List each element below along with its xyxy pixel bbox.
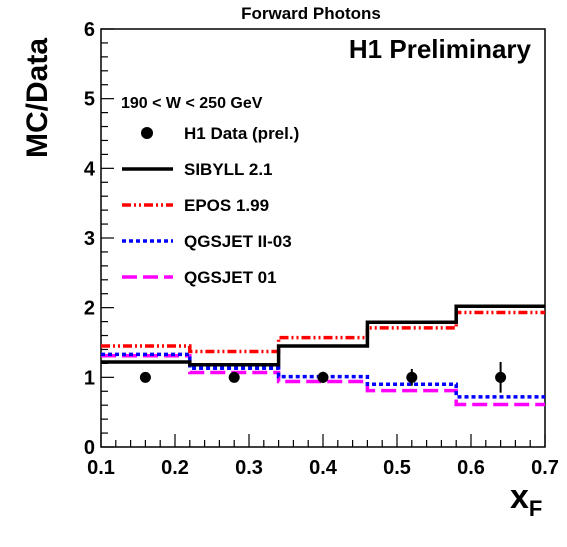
series-layer: [101, 304, 545, 407]
legend-label: EPOS 1.99: [184, 196, 269, 215]
series-sibyll-2-1-line: [101, 304, 545, 367]
y-tick-label: 0: [84, 437, 95, 459]
x-tick-label: 0.6: [457, 457, 485, 479]
x-axis-label-main: x: [510, 478, 529, 516]
y-tick-label: 3: [84, 228, 95, 250]
y-tick-label: 5: [84, 89, 95, 111]
kinematic-label: 190 < W < 250 GeV: [121, 95, 263, 112]
chart-title: Forward Photons: [241, 4, 381, 23]
data-point: [495, 371, 507, 383]
data-point: [317, 371, 329, 383]
plot-frame: [100, 28, 546, 448]
legend-label: QGSJET 01: [184, 268, 277, 287]
x-tick-label: 0.1: [87, 457, 115, 479]
data-point: [139, 371, 151, 383]
axis-ticks: 0.1 0.2 0.3 0.4 0.5 0.6 0.7 0 1 2 3 4 5 6: [84, 19, 559, 479]
legend-label: SIBYLL 2.1: [184, 160, 273, 179]
x-axis-label: xF: [510, 478, 542, 521]
legend: H1 Data (prel.) SIBYLL 2.1 EPOS 1.99 QGSJET…: [122, 124, 299, 287]
x-tick-label: 0.2: [161, 457, 189, 479]
legend-data-marker: [141, 127, 153, 139]
x-tick-label: 0.4: [309, 457, 338, 479]
legend-label: QGSJET II-03: [184, 232, 292, 251]
y-tick-label: 2: [84, 298, 95, 320]
x-tick-label: 0.5: [383, 457, 411, 479]
chart-annotation: H1 Preliminary: [349, 34, 532, 64]
plot-area-border: [100, 28, 546, 448]
data-point: [406, 371, 418, 383]
x-axis-label-subscript: F: [529, 496, 542, 521]
y-tick-label: 4: [84, 158, 96, 180]
legend-label: H1 Data (prel.): [184, 124, 299, 143]
y-tick-label: 1: [84, 367, 95, 389]
x-tick-label: 0.7: [531, 457, 559, 479]
data-points: [139, 362, 507, 393]
y-tick-label: 6: [84, 19, 95, 41]
y-axis-label: MC/Data: [21, 38, 54, 158]
x-tick-label: 0.3: [235, 457, 263, 479]
data-point: [228, 371, 240, 383]
